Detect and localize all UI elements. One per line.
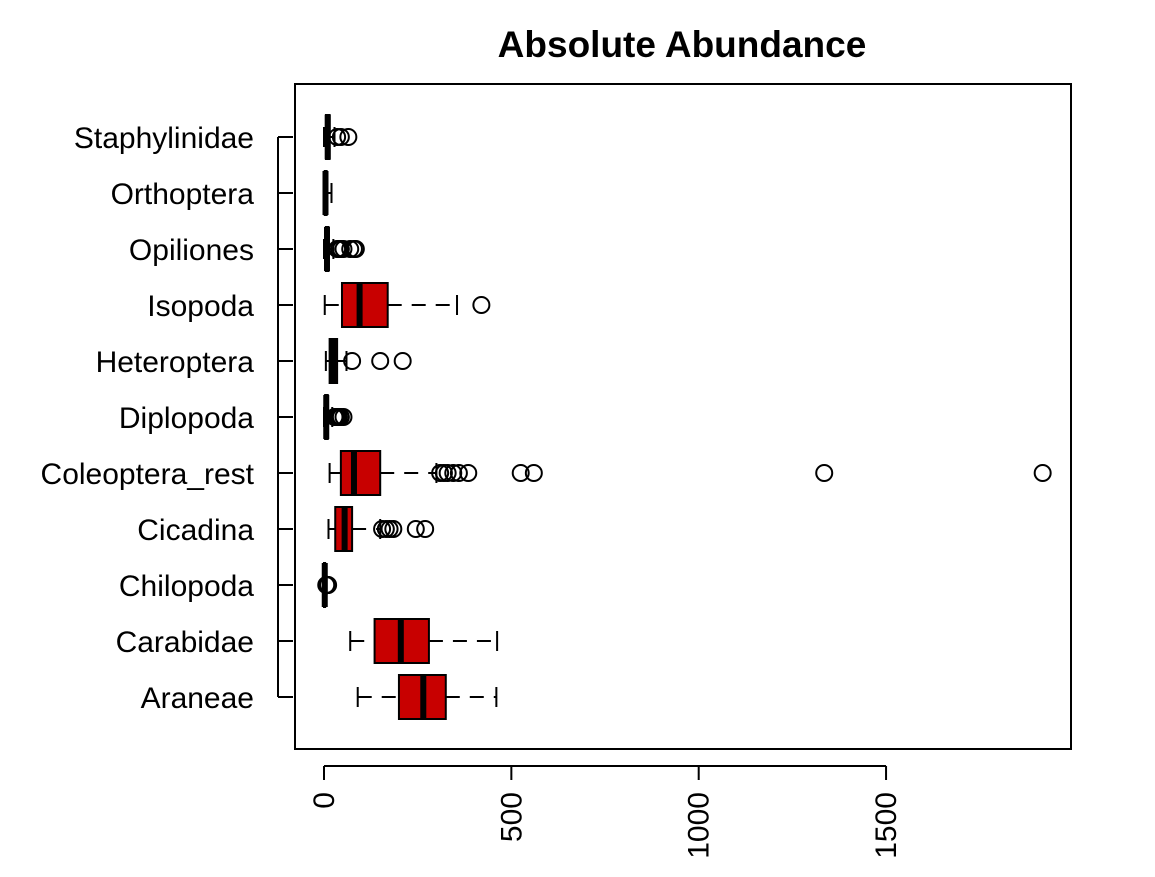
outlier-point: [459, 464, 478, 482]
x-axis: 0 500 1000 1500: [308, 765, 903, 859]
outlier-point: [343, 352, 362, 370]
category-label: Carabidae: [116, 626, 254, 659]
outlier-point: [384, 520, 403, 538]
iqr-box: [339, 450, 382, 496]
category-label: Cicadina: [137, 514, 254, 547]
box-group-coleoptera_rest: [328, 450, 1052, 496]
outlier-point: [334, 240, 353, 258]
outlier-point: [1033, 464, 1052, 482]
x-tick-label: 1500: [870, 792, 903, 859]
box-group-cicadina: [327, 506, 435, 552]
box-group-opiliones: [323, 226, 365, 272]
outlier-point: [511, 464, 530, 482]
x-tick-label: 0: [308, 792, 341, 809]
outlier-point: [339, 128, 358, 146]
box-group-orthoptera: [322, 170, 333, 216]
x-tick-label: 500: [495, 792, 528, 842]
outlier-point: [434, 464, 453, 482]
box-group-araneae: [356, 674, 498, 720]
chart-title: Absolute Abundance: [498, 24, 867, 65]
category-label: Coleoptera_rest: [41, 458, 255, 491]
outlier-point: [334, 408, 353, 426]
category-label: Opiliones: [129, 234, 254, 267]
x-tick-label: 1000: [683, 792, 716, 859]
outlier-point: [371, 352, 390, 370]
outlier-point: [393, 352, 412, 370]
outlier-point: [331, 128, 350, 146]
box-group-heteroptera: [324, 338, 412, 384]
outlier-point: [406, 520, 425, 538]
y-axis: Araneae Carabidae Chilopoda Cicadina Coleopt…: [41, 122, 293, 715]
plot-frame: [294, 83, 1072, 750]
outlier-point: [449, 464, 468, 482]
box-group-staphylinidae: [323, 114, 358, 160]
category-label: Diplopoda: [119, 402, 254, 435]
box-group-carabidae: [349, 618, 499, 664]
outlier-point: [416, 520, 435, 538]
box-group-isopoda: [323, 282, 491, 328]
outlier-point: [524, 464, 543, 482]
category-label: Orthoptera: [111, 178, 255, 211]
boxes-layer: [317, 114, 1052, 720]
outlier-point: [319, 576, 338, 594]
category-label: Chilopoda: [119, 570, 254, 603]
outlier-point: [815, 464, 834, 482]
outlier-point: [438, 464, 457, 482]
outlier-point: [444, 464, 463, 482]
outlier-point: [346, 240, 365, 258]
outlier-point: [472, 296, 491, 314]
category-label: Heteroptera: [96, 346, 255, 379]
box-group-chilopoda: [317, 562, 338, 608]
category-label: Isopoda: [147, 290, 254, 323]
box-group-diplopoda: [323, 394, 353, 440]
category-label: Araneae: [141, 682, 254, 715]
iqr-box: [340, 282, 389, 328]
category-label: Staphylinidae: [74, 122, 254, 155]
